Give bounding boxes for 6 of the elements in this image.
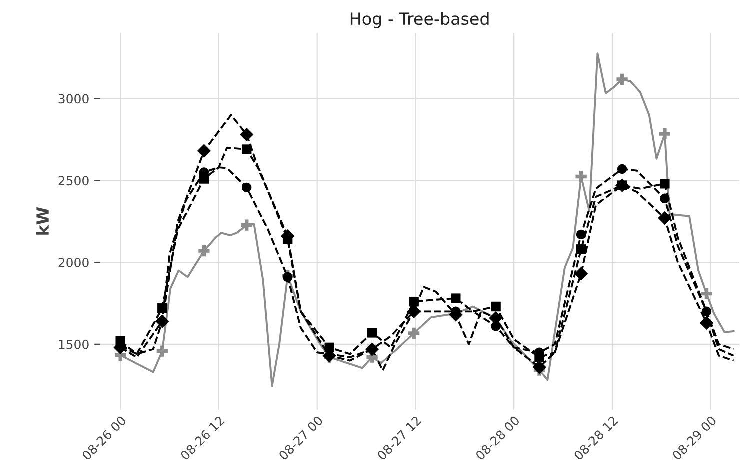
y-tick-label: 1500 (59, 340, 89, 350)
chart-title: Hog - Tree-based (350, 12, 489, 28)
y-tick-label: 2500 (58, 176, 89, 186)
y-tick-label: 3000 (58, 94, 89, 104)
y-tick-label: 2000 (58, 258, 89, 268)
y-axis-title: kW (36, 207, 49, 235)
